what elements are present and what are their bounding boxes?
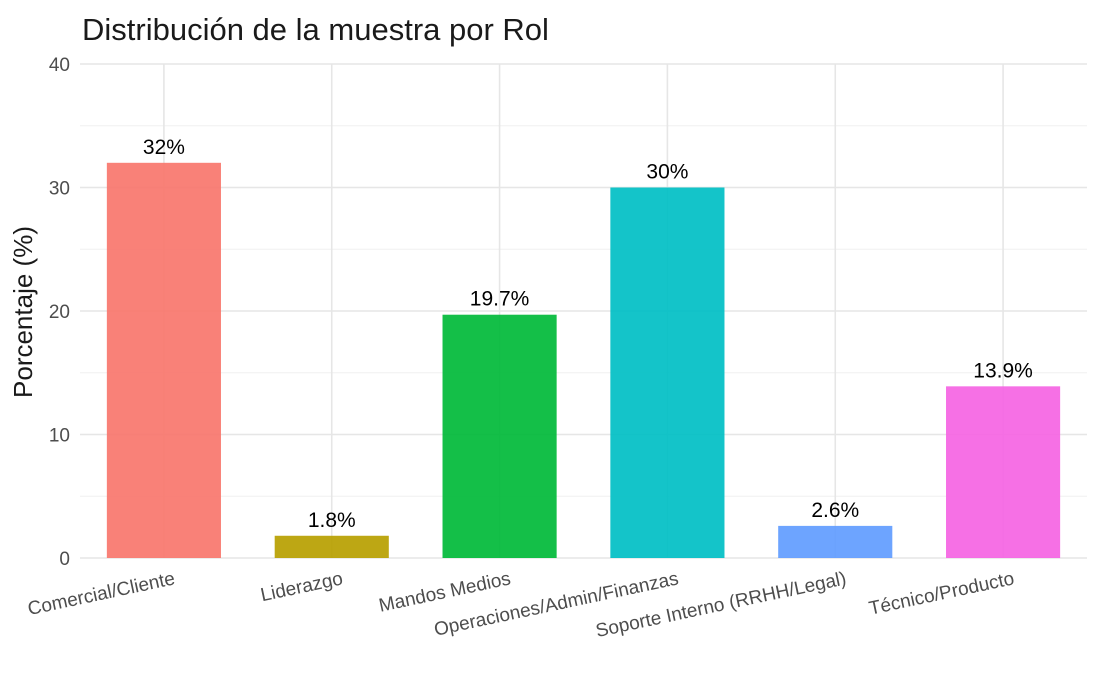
chart-title: Distribución de la muestra por Rol <box>82 12 549 47</box>
x-tick-label: Técnico/Producto <box>867 568 1016 619</box>
y-tick-label: 20 <box>49 302 70 323</box>
bar-2 <box>442 314 557 558</box>
bar-0 <box>106 162 221 559</box>
data-label: 1.8% <box>308 509 356 532</box>
data-label: 30% <box>646 161 688 184</box>
y-axis-label: Porcentaje (%) <box>8 226 38 398</box>
x-tick-label: Liderazgo <box>259 568 345 606</box>
bar-3 <box>610 187 725 558</box>
y-tick-label: 0 <box>59 549 70 570</box>
data-labels: 32% 1.8% 19.7% 30% 2.6% 13.9% <box>143 136 1033 532</box>
bars <box>106 162 1061 559</box>
bar-4 <box>778 525 893 558</box>
x-axis-ticks: Comercial/Cliente Liderazgo Mandos MediosO… <box>26 568 1016 642</box>
y-tick-label: 30 <box>49 179 70 200</box>
bar-1 <box>274 535 389 558</box>
y-axis-ticks: 0 10 20 30 40 <box>49 55 70 570</box>
data-label: 2.6% <box>811 499 859 522</box>
y-tick-label: 10 <box>49 426 70 447</box>
data-label: 13.9% <box>973 359 1033 382</box>
x-tick-label: Comercial/Cliente <box>26 568 177 620</box>
y-tick-label: 40 <box>49 55 70 76</box>
data-label: 19.7% <box>470 288 530 311</box>
data-label: 32% <box>143 136 185 159</box>
grid-lines <box>80 63 1087 559</box>
bar-5 <box>946 386 1061 558</box>
